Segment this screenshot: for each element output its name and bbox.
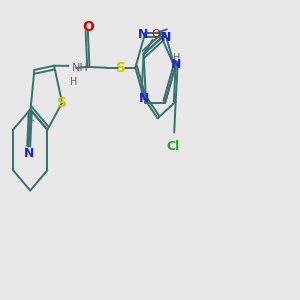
Text: N: N — [139, 92, 149, 105]
Text: N: N — [23, 148, 34, 160]
Text: S: S — [116, 61, 126, 75]
Text: N: N — [161, 31, 172, 44]
Text: C: C — [26, 112, 34, 123]
Text: O: O — [82, 20, 94, 34]
Text: O: O — [152, 28, 160, 38]
Text: N: N — [171, 58, 181, 71]
Text: N: N — [138, 28, 148, 41]
Text: Cl: Cl — [166, 140, 179, 153]
Text: H: H — [70, 77, 77, 87]
Text: NH: NH — [72, 63, 89, 73]
Text: S: S — [57, 96, 67, 110]
Text: H: H — [173, 52, 180, 63]
